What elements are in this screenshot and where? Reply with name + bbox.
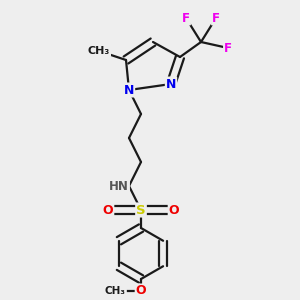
- Text: S: S: [136, 203, 146, 217]
- Text: CH₃: CH₃: [105, 286, 126, 296]
- Text: HN: HN: [109, 180, 129, 194]
- Text: F: F: [212, 11, 220, 25]
- Text: F: F: [182, 11, 190, 25]
- Text: F: F: [224, 41, 232, 55]
- Text: N: N: [166, 77, 176, 91]
- Text: O: O: [103, 203, 113, 217]
- Text: CH₃: CH₃: [88, 46, 110, 56]
- Text: O: O: [136, 284, 146, 298]
- Text: N: N: [124, 83, 134, 97]
- Text: O: O: [169, 203, 179, 217]
